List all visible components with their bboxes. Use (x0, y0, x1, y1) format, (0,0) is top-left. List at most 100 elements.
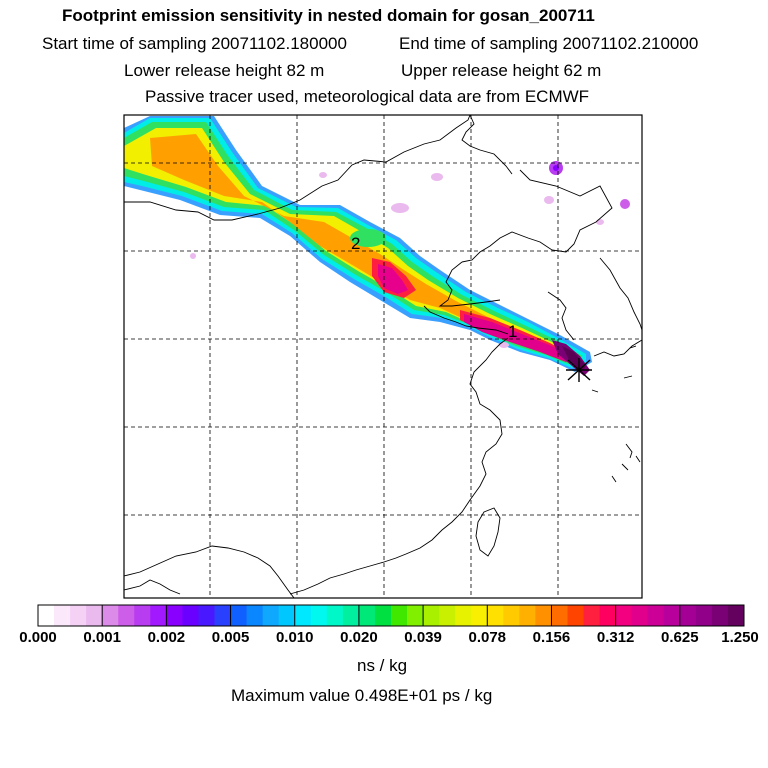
receptor-cross-icon (566, 358, 592, 382)
spot (431, 173, 443, 181)
taiwan-island (475, 507, 501, 557)
upper-release-height-label: Upper release height 62 m (401, 61, 602, 80)
colorbar-cell (134, 605, 151, 626)
korean-peninsula (599, 257, 642, 331)
plume-core-darkest (562, 346, 586, 372)
japan-islands (611, 443, 641, 483)
maximum-value-label: Maximum value 0.498E+01 ps / kg (231, 686, 493, 705)
colorbar-tick-label: 0.625 (661, 629, 699, 646)
colorbar-cell (358, 605, 376, 626)
spot (544, 196, 554, 204)
lower-release-height-label: Lower release height 82 m (124, 61, 325, 80)
colorbar-frame (37, 604, 745, 627)
shandong-coast (423, 305, 509, 335)
colorbar-cell (407, 605, 424, 626)
colorbar-tick-label: 0.020 (340, 629, 378, 646)
colorbar-cell (342, 605, 360, 626)
colorbar-cell (663, 605, 681, 626)
spot (620, 199, 630, 209)
south-china-coast-b (124, 579, 181, 595)
colorbar-cells (38, 605, 745, 626)
footprint-plume (124, 116, 630, 376)
colorbar-tick-label: 0.312 (596, 629, 635, 646)
colorbar-tick-label: 0.010 (275, 629, 314, 646)
point-label-1: 1 (508, 322, 517, 341)
plot-title: Footprint emission sensitivity in nested… (62, 6, 595, 25)
end-time-label: End time of sampling 20071102.210000 (399, 34, 699, 53)
coastlines (124, 115, 642, 598)
colorbar-cell (262, 605, 280, 626)
colorbar-cell (519, 605, 536, 626)
plume-band-magenta (378, 264, 408, 294)
colorbar-cell (615, 605, 633, 626)
colorbar-cell (695, 605, 713, 626)
colorbar-cell (423, 605, 440, 626)
colorbar-cell (102, 605, 119, 626)
colorbar-unit-label: ns / kg (357, 656, 408, 675)
point-label-2: 2 (351, 234, 360, 253)
hainan-area-coast (124, 545, 295, 598)
colorbar-cell (503, 605, 520, 626)
colorbar-cell (487, 605, 504, 626)
bohai-coast (438, 261, 501, 307)
colorbar-tick-label: 0.002 (147, 629, 186, 646)
colorbar-cell (230, 605, 247, 626)
colorbar-tick-label: 1.250 (721, 629, 759, 646)
colorbar-cell (727, 605, 745, 626)
colorbar-cell (631, 605, 649, 626)
colorbar-cell (391, 605, 408, 626)
colorbar-cell (38, 605, 55, 626)
colorbar-cell (679, 605, 697, 626)
colorbar-cell (182, 605, 199, 626)
colorbar-tick-label: 0.001 (83, 629, 121, 646)
colorbar-tick-label: 0.039 (404, 629, 442, 646)
korea-border (461, 169, 613, 263)
korea-islands (591, 345, 637, 393)
colorbar-tick-label: 0.000 (19, 629, 57, 646)
northern-border-line (124, 115, 471, 221)
colorbar-tick-label: 0.078 (468, 629, 507, 646)
colorbar-cell (647, 605, 665, 626)
spot (190, 253, 196, 259)
colorbar-cell (86, 605, 103, 626)
colorbar-tick-label: 0.005 (211, 629, 250, 646)
plume-band-magenta-east (464, 314, 576, 362)
east-china-coast (289, 337, 509, 595)
colorbar-cell (326, 605, 344, 626)
manchuria-border (461, 115, 513, 175)
colorbar-cell (439, 605, 456, 626)
colorbar-cell (118, 605, 135, 626)
colorbar-cell (70, 605, 87, 626)
colorbar-cell (374, 605, 392, 626)
spot (553, 165, 559, 171)
colorbar-cell (294, 605, 312, 626)
colorbar-cell (567, 605, 584, 626)
spot (499, 342, 509, 348)
colorbar-tick-label: 0.156 (532, 629, 571, 646)
map-frame (123, 114, 643, 599)
colorbar-cell (310, 605, 328, 626)
colorbar-cell (150, 605, 167, 626)
colorbar-cell (455, 605, 472, 626)
korean-south-coast (593, 339, 642, 357)
start-time-label: Start time of sampling 20071102.180000 (42, 34, 347, 53)
plume-green-patch (350, 229, 386, 247)
spot (391, 203, 409, 213)
colorbar-cell (599, 605, 617, 626)
tracer-info-label: Passive tracer used, meteorological data… (145, 87, 590, 106)
colorbar-cell (583, 605, 600, 626)
colorbar-cell (246, 605, 264, 626)
colorbar-cell (535, 605, 552, 626)
colorbar-cell (551, 605, 568, 626)
colorbar-cell (214, 605, 231, 626)
colorbar-cell (471, 605, 488, 626)
colorbar-cell (278, 605, 296, 626)
spot (319, 172, 327, 178)
colorbar-cell (711, 605, 729, 626)
graticule (124, 115, 642, 598)
colorbar-cell (54, 605, 71, 626)
colorbar-cell (166, 605, 183, 626)
colorbar-cell (198, 605, 215, 626)
